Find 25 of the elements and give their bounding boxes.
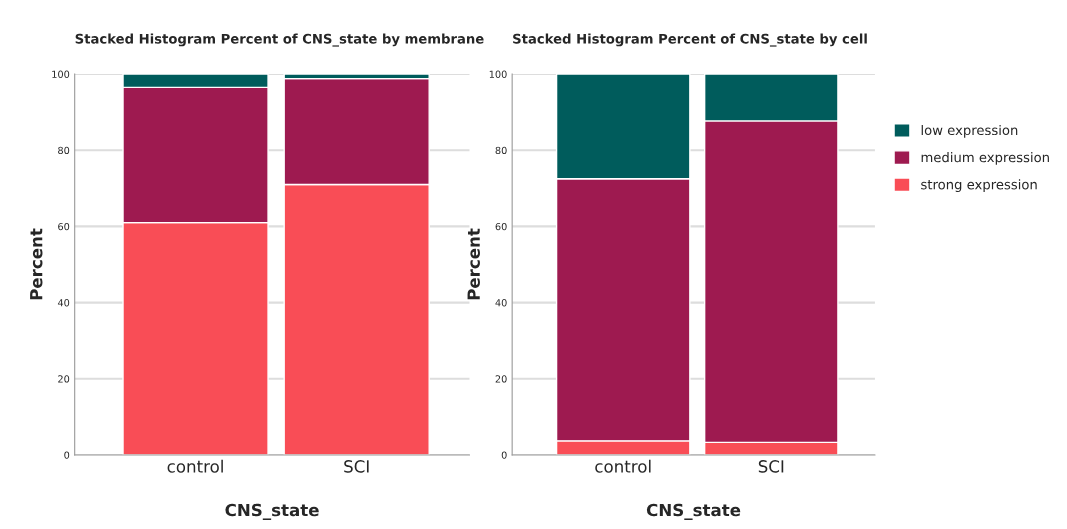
y-tick-label: 80 (495, 146, 507, 155)
y-axis-title: Percent (30, 228, 43, 300)
y-tick-label: 40 (495, 299, 507, 307)
x-tick-label: SCI (758, 460, 784, 473)
y-tick-label: 100 (52, 70, 70, 78)
y-tick-label: 0 (501, 451, 507, 459)
y-tick-label: 0 (64, 451, 70, 459)
legend-label: low expression (921, 124, 1018, 138)
x-tick-label: control (167, 459, 223, 473)
y-tick-label: 20 (495, 375, 507, 383)
x-axis-title: CNS_state (646, 503, 741, 521)
y-tick-label: 60 (495, 222, 507, 231)
y-axis-title: Percent (467, 228, 480, 300)
y-tick-label: 60 (58, 222, 70, 231)
legend-label: strong expression (921, 179, 1037, 192)
y-tick-label: 40 (57, 299, 70, 307)
chart-title: Stacked Histogram Percent of CNS_state by membrane (75, 33, 484, 47)
chart-title: Stacked Histogram Percent of CNS_state by cell (513, 33, 867, 47)
x-tick-label: SCI (344, 460, 369, 473)
x-tick-label: control (595, 459, 651, 473)
x-axis-title: CNS_state (225, 503, 319, 521)
y-tick-label: 80 (58, 146, 70, 155)
y-tick-label: 20 (58, 375, 70, 383)
y-tick-label: 100 (489, 70, 507, 78)
legend-label: medium expression (921, 152, 1049, 165)
